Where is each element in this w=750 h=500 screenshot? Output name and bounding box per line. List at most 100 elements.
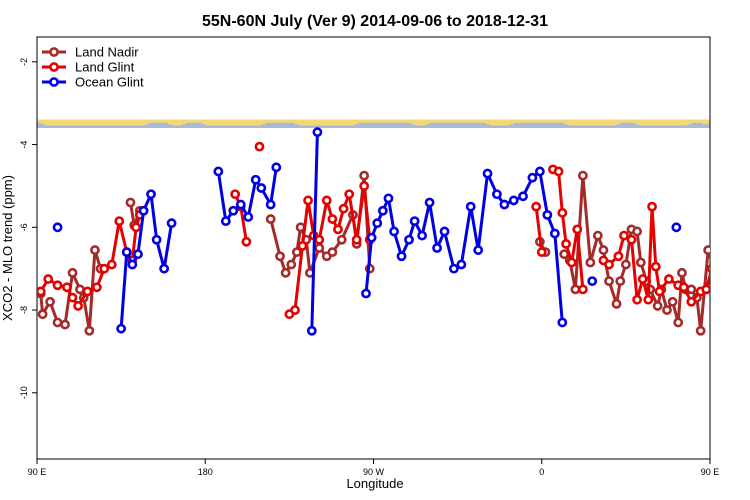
data-point [566,257,577,268]
data-point [678,282,689,293]
legend-label: Land Glint [75,60,135,75]
data-point [127,259,138,270]
data-point [620,259,631,270]
data-point [314,234,325,245]
series-layer [37,127,710,336]
data-point [508,195,519,206]
data-point [280,267,291,278]
data-point [151,234,162,245]
x-tick-label: 180 [198,467,213,477]
data-point [615,276,626,286]
data-point [366,232,377,243]
data-point [667,296,678,307]
data-point [424,197,435,208]
data-point [686,296,697,307]
data-point [67,267,78,278]
data-point [577,284,588,295]
y-axis: -2 -4 -6 -8 -10 [19,58,37,399]
data-point [377,205,388,216]
data-point [336,234,347,245]
data-point [327,247,338,258]
data-point [166,218,177,229]
data-point [314,243,325,253]
data-point [557,317,568,328]
data-point [643,294,654,305]
data-point [701,284,710,295]
y-tick-label: -4 [19,141,29,149]
data-point [553,166,564,177]
y-tick-label: -6 [19,223,29,231]
data-point [286,259,297,270]
data-point [534,166,545,177]
data-point [344,189,355,200]
x-axis: 90 E 180 90 W 0 90 E [28,459,720,477]
data-point [671,222,682,233]
data-point [557,207,568,218]
series-line [534,206,544,253]
data-point [635,257,646,268]
data-point [256,183,267,193]
data-point [228,205,239,216]
data-point [91,282,102,293]
y-tick-label: -10 [19,386,29,399]
data-point [650,261,661,272]
data-point [632,294,642,305]
data-point [106,259,117,270]
data-point [404,234,414,245]
data-point [592,230,603,241]
data-point [587,276,598,286]
chart-title: 55N-60N July (Ver 9) 2014-09-06 to 2018-… [202,13,548,30]
data-point [677,267,687,278]
data-point [290,305,300,315]
legend-item: Land Glint [42,60,135,75]
series-line [310,132,319,331]
data-point [561,238,571,249]
data-point [306,325,317,336]
data-point [45,296,55,307]
data-point [62,282,72,293]
data-point [632,226,642,237]
data-point [663,274,674,284]
data-point [220,216,231,227]
data-point [409,216,420,227]
data-point [448,263,459,274]
data-point [73,301,84,311]
data-point [75,284,85,295]
data-point [389,226,399,237]
data-point [265,214,276,224]
data-point [673,317,684,328]
data-point [531,201,542,212]
data-point [577,170,588,181]
x-axis-label: Longitude [346,476,403,491]
data-point [351,234,362,245]
data-point [121,247,132,258]
legend-label: Land Nadir [75,45,139,60]
data-point [303,195,313,206]
series-ocean-glint [52,127,682,336]
y-tick-label: -8 [19,306,29,314]
data-point [327,214,338,224]
data-point [542,210,553,220]
data-point [146,189,156,200]
x-tick-label: 90 W [363,467,385,477]
data-point [465,201,476,212]
legend-swatch-marker [49,47,59,57]
data-point [131,222,141,233]
data-point [549,228,560,239]
data-point [37,286,46,297]
data-point [499,199,510,210]
data-point [604,259,614,270]
data-point [359,170,370,181]
x-tick-label: 90 E [28,467,47,477]
data-point [82,286,93,297]
data-point [654,286,665,297]
data-point [230,189,241,200]
data-point [265,199,276,210]
data-point [114,216,125,227]
x-tick-label: 90 E [701,467,720,477]
x-tick-label: 0 [539,467,544,477]
data-point [159,263,170,274]
data-point [626,234,637,245]
data-point [439,226,450,237]
